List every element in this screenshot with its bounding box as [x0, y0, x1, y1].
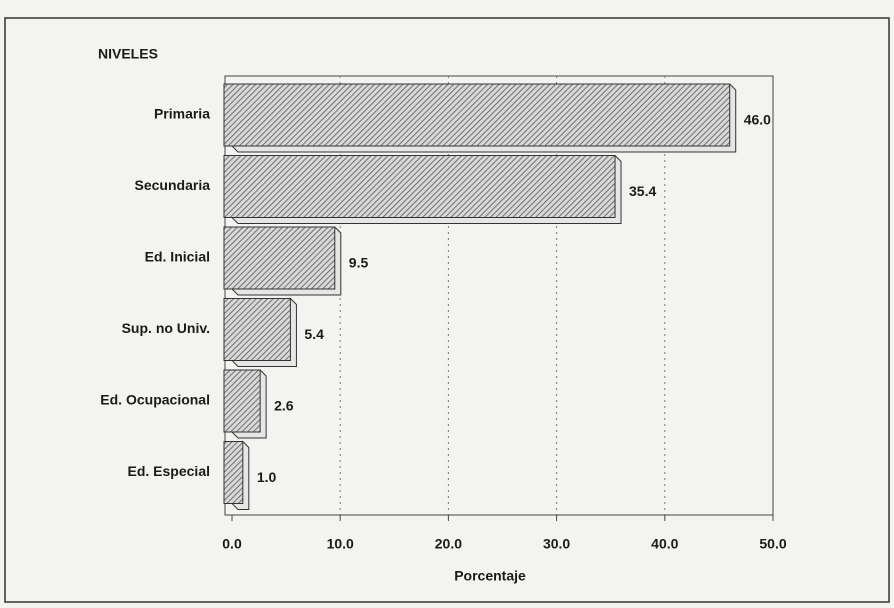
- x-tick-label: 50.0: [759, 536, 786, 552]
- x-tick-label: 20.0: [435, 536, 462, 552]
- value-label: 35.4: [629, 183, 656, 199]
- y-axis-title: NIVELES: [98, 46, 158, 62]
- y-tick-label: Ed. Ocupacional: [100, 392, 210, 408]
- value-label: 1.0: [257, 469, 277, 485]
- bar: [223, 369, 261, 433]
- x-tick-label: 10.0: [327, 536, 354, 552]
- value-label: 5.4: [304, 326, 324, 342]
- y-tick-label: Primaria: [154, 106, 210, 122]
- bar: [223, 155, 616, 218]
- bar: [223, 298, 291, 361]
- x-tick-label: 40.0: [651, 536, 678, 552]
- y-tick-label: Sup. no Univ.: [122, 320, 210, 336]
- x-tick-label: 0.0: [222, 536, 242, 552]
- plot-frame: [224, 75, 774, 516]
- x-axis-label: Porcentaje: [454, 568, 526, 584]
- bar: [223, 226, 336, 290]
- bar: [223, 441, 244, 504]
- value-label: 9.5: [349, 255, 369, 271]
- outer-frame: [4, 17, 890, 603]
- y-tick-label: Secundaria: [135, 177, 211, 193]
- value-label: 2.6: [274, 398, 294, 414]
- y-tick-label: Ed. Especial: [128, 463, 210, 479]
- bar: [223, 83, 731, 147]
- x-tick-label: 30.0: [543, 536, 570, 552]
- value-label: 46.0: [744, 112, 771, 128]
- y-tick-label: Ed. Inicial: [145, 249, 210, 265]
